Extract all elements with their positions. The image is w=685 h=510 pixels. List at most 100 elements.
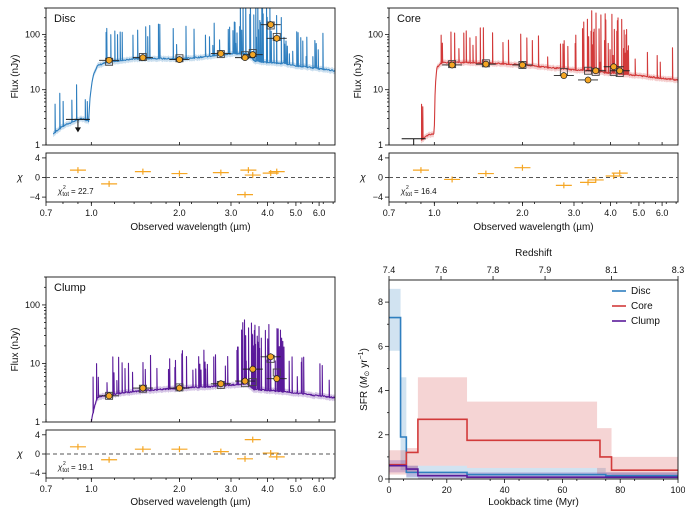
redshift-tick-label: 8.1 (605, 265, 618, 275)
observed-photometry-point (139, 384, 147, 392)
sfh-x-tick-label: 40 (500, 485, 510, 495)
sfh-ylabel-main: SFR ( (359, 384, 370, 411)
y-axis-label: Flux (nJy) (10, 55, 21, 99)
x-axis-label: Observed wavelength (µm) (473, 222, 593, 233)
observed-photometry-point (105, 392, 113, 400)
sfh-y-tick-label: 0 (378, 474, 383, 484)
sfh-x-tick-label: 60 (557, 485, 567, 495)
chi-axis-label: χ (359, 173, 366, 184)
upper-limit-arrow (411, 147, 417, 152)
chi-subscript: tot (62, 468, 69, 474)
chi-total-value: = 22.7 (71, 187, 94, 196)
x-tick-label: 5.0 (290, 208, 303, 218)
legend-label-disc: Disc (631, 286, 650, 297)
sfh-ylabel-close: ) (359, 348, 370, 351)
observed-photometry-point (249, 51, 257, 59)
sfh-y-tick-label: 6 (378, 341, 383, 351)
chi-total-value: = 16.4 (414, 187, 437, 196)
redshift-tick-label: 7.8 (487, 265, 500, 275)
sfh-band-clump (417, 472, 678, 479)
chi-total-label: χtot = 16.4 2 (400, 185, 437, 198)
plot-area (53, 8, 335, 137)
chi-y-tick-label: 4 (35, 430, 40, 440)
model-spectrum-line (420, 10, 678, 141)
observed-photometry-point (217, 50, 225, 57)
y-tick-label: 10 (30, 358, 40, 368)
observed-photometry-point (241, 54, 249, 61)
x-tick-label: 4.0 (261, 208, 274, 218)
x-tick-label: 0.7 (40, 208, 53, 218)
observed-photometry-point (267, 353, 275, 361)
sfh-band-disc (389, 288, 401, 351)
sfh-band-core (389, 450, 407, 475)
x-tick-label: 5.0 (633, 208, 646, 218)
chi-y-tick-label: 4 (378, 153, 383, 163)
sfh-y-tick-label: 2 (378, 430, 383, 440)
redshift-tick-label: 7.4 (383, 265, 396, 275)
y-axis-label: Flux (nJy) (10, 328, 21, 372)
sfh-x-tick-label: 80 (615, 485, 625, 495)
y-tick-label: 100 (25, 29, 40, 39)
observed-photometry-point (560, 72, 568, 79)
chi-y-tick-label: −4 (30, 468, 40, 478)
chi-total-label: χtot = 19.1 2 (57, 461, 94, 474)
redshift-tick-label: 7.6 (435, 265, 448, 275)
observed-photometry-point (267, 21, 275, 28)
observed-photometry-point (519, 61, 526, 69)
y-tick-label: 100 (25, 300, 40, 310)
sfh-ylabel-sun: ⊙ (364, 370, 371, 376)
redshift-tick-label: 8.3 (672, 265, 685, 275)
observed-photometry-point (592, 67, 600, 75)
sfh-x-tick-label: 20 (442, 485, 452, 495)
observed-photometry-point (217, 380, 225, 388)
model-spectrum-line (90, 319, 335, 422)
sfh-line-clump (389, 464, 678, 479)
observed-photometry-point (105, 56, 113, 64)
y-tick-label: 1 (35, 417, 40, 427)
observed-photometry-point (448, 61, 456, 69)
legend-label-core: Core (631, 301, 653, 312)
x-tick-label: 6.0 (313, 484, 326, 494)
plot-area (401, 10, 678, 152)
sfh-line-core (389, 418, 678, 471)
y-tick-label: 100 (368, 29, 383, 39)
observed-photometry-point (610, 63, 618, 71)
x-tick-label: 2.0 (173, 208, 186, 218)
chi-superscript: 2 (406, 185, 409, 191)
x-axis-label: Observed wavelength (µm) (130, 222, 250, 233)
panel-title: Clump (54, 282, 86, 294)
x-tick-label: 5.0 (290, 484, 303, 494)
x-tick-label: 1.0 (85, 484, 98, 494)
x-tick-label: 3.0 (225, 208, 238, 218)
x-tick-label: 3.0 (225, 484, 238, 494)
y-tick-label: 1 (35, 140, 40, 150)
chi-symbol: χ (57, 463, 63, 472)
observed-photometry-point (249, 365, 257, 373)
redshift-tick-label: 7.9 (539, 265, 552, 275)
chi-y-tick-label: 4 (35, 153, 40, 163)
panel-title: Disc (54, 13, 76, 25)
chi-subscript: tot (405, 192, 412, 198)
sfh-band-disc (467, 467, 606, 478)
sfh-band-core (467, 401, 598, 468)
y-tick-label: 10 (30, 85, 40, 95)
legend-label-clump: Clump (631, 316, 660, 327)
chi-y-tick-label: 0 (378, 173, 383, 183)
model-uncertainty-band (420, 59, 678, 144)
sfh-band-disc (400, 377, 407, 471)
chi-y-tick-label: 0 (35, 449, 40, 459)
chi-total-value: = 19.1 (71, 463, 94, 472)
chi-y-tick-label: 0 (35, 173, 40, 183)
sfh-ylabel-exp: −1 (358, 351, 365, 359)
sfh-panel: 0 20 40 60 80 100 Lookback time (Myr) 0 2 4 6 8 SFR … (358, 248, 685, 508)
sed-frame (45, 7, 336, 146)
sfh-band-core (611, 456, 678, 477)
x-tick-label: 2.0 (173, 484, 186, 494)
chi-axis-label: χ (16, 449, 23, 460)
y-tick-label: 1 (378, 140, 383, 150)
